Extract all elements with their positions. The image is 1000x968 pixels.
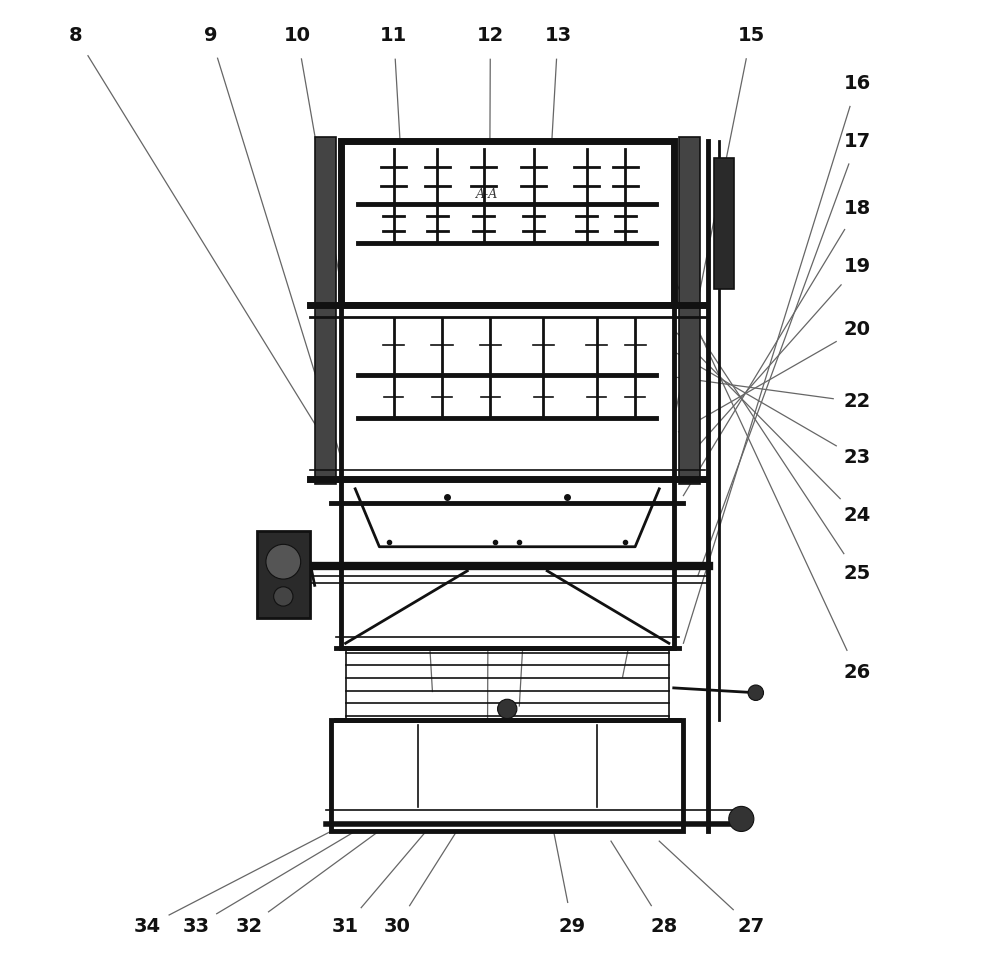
Text: 24: 24 <box>844 506 871 526</box>
Text: 22: 22 <box>844 392 871 411</box>
Text: 12: 12 <box>477 26 504 45</box>
Text: 31: 31 <box>332 917 359 935</box>
Bar <box>257 531 310 619</box>
Text: 32: 32 <box>235 917 263 935</box>
Text: 27: 27 <box>737 917 765 935</box>
Text: 17: 17 <box>844 132 871 151</box>
Text: 19: 19 <box>844 257 871 276</box>
Text: 33: 33 <box>182 917 209 935</box>
Circle shape <box>266 544 301 579</box>
Text: 34: 34 <box>134 917 161 935</box>
Text: 23: 23 <box>844 448 871 468</box>
Text: 13: 13 <box>544 26 571 45</box>
Text: 25: 25 <box>844 564 871 584</box>
Bar <box>331 720 683 832</box>
Text: 11: 11 <box>380 26 407 45</box>
Text: A-A: A-A <box>476 188 499 201</box>
Bar <box>341 306 674 479</box>
Text: 18: 18 <box>844 199 871 219</box>
Text: 28: 28 <box>650 917 678 935</box>
Circle shape <box>274 587 293 606</box>
Text: 30: 30 <box>383 917 410 935</box>
Text: 20: 20 <box>844 320 871 339</box>
Circle shape <box>748 685 764 701</box>
Text: 15: 15 <box>737 26 765 45</box>
Text: 16: 16 <box>844 74 871 93</box>
Text: 9: 9 <box>204 26 217 45</box>
Bar <box>341 479 674 566</box>
Text: 8: 8 <box>68 26 82 45</box>
Circle shape <box>729 806 754 832</box>
Circle shape <box>498 699 517 718</box>
Bar <box>714 158 734 289</box>
Bar <box>341 141 674 306</box>
Bar <box>315 136 336 484</box>
Bar <box>679 136 700 484</box>
Bar <box>341 566 674 649</box>
Text: 10: 10 <box>284 26 311 45</box>
Text: 29: 29 <box>559 917 586 935</box>
Text: 26: 26 <box>844 663 871 681</box>
